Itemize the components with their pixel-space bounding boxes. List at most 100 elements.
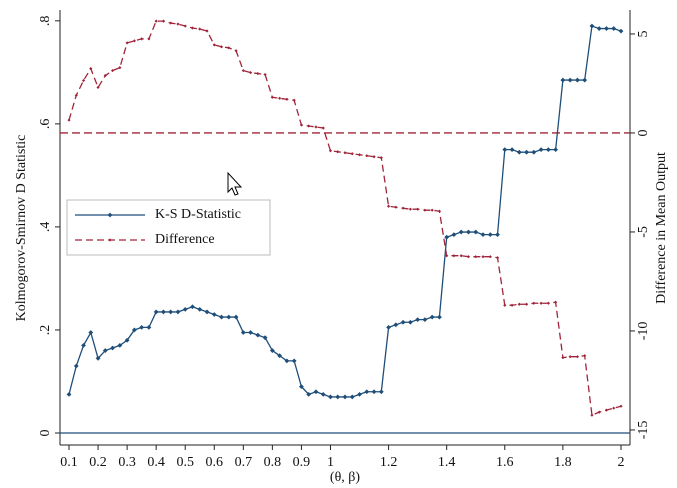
data-point (66, 391, 72, 397)
data-point (401, 206, 405, 210)
legend-box (66, 199, 271, 256)
data-point (343, 151, 347, 155)
x-tick-label: 0.8 (264, 455, 282, 470)
data-point (415, 317, 421, 323)
data-point (313, 389, 319, 395)
data-point (197, 306, 203, 312)
data-point (416, 207, 420, 211)
data-point (554, 300, 558, 304)
data-point (131, 327, 137, 333)
data-point (255, 332, 261, 338)
x-tick-label: 1.4 (438, 455, 456, 470)
data-point (262, 335, 268, 341)
data-point (183, 24, 187, 28)
data-point (307, 124, 311, 128)
data-point (386, 324, 391, 330)
data-point (241, 68, 245, 73)
data-point (444, 234, 450, 240)
data-point (445, 254, 449, 258)
data-point (487, 232, 493, 238)
data-point (503, 303, 507, 307)
data-point (284, 358, 290, 364)
data-point (88, 330, 94, 335)
y2-axis-title: Difference in Mean Output (654, 152, 669, 304)
data-point (176, 22, 180, 26)
data-point (154, 19, 158, 23)
data-point (140, 37, 144, 41)
data-point (190, 304, 195, 310)
data-point (400, 319, 406, 325)
data-point (73, 363, 79, 369)
y-axis-title: Kolmogorov-Smirnov D Statistic (14, 135, 29, 322)
data-point (132, 39, 136, 43)
x-tick-label: 1.6 (496, 455, 514, 470)
data-point (481, 255, 485, 259)
data-point (531, 149, 537, 155)
data-point (379, 156, 383, 160)
data-point (423, 208, 427, 212)
data-point (89, 67, 93, 71)
data-point (517, 302, 521, 306)
data-point (299, 384, 304, 390)
data-point (328, 394, 333, 400)
data-point (219, 314, 224, 320)
data-point (95, 355, 101, 361)
data-point (227, 46, 231, 50)
data-point (74, 93, 78, 97)
data-point (604, 26, 609, 31)
y-tick-label: 0 (38, 429, 53, 436)
data-point (452, 254, 456, 258)
data-point (429, 314, 435, 320)
data-point (256, 71, 260, 76)
data-point (422, 317, 428, 323)
data-point (291, 358, 297, 364)
data-point (407, 319, 413, 325)
data-point (124, 337, 130, 343)
data-point (451, 232, 457, 238)
x-tick-label: 0.6 (206, 455, 224, 470)
y2-tick-label: 0 (636, 129, 651, 136)
data-point (394, 205, 398, 209)
data-point (611, 26, 617, 31)
data-point (81, 343, 86, 348)
data-point (102, 348, 108, 353)
data-point (96, 85, 100, 90)
data-point (575, 355, 580, 359)
data-point (466, 255, 471, 259)
data-point (153, 309, 159, 315)
data-point (335, 394, 341, 400)
data-point (240, 330, 246, 335)
data-point (81, 78, 86, 83)
data-point (270, 95, 274, 99)
data-point (306, 391, 312, 397)
data-point (495, 232, 500, 238)
data-point (357, 391, 362, 397)
x-tick-label: 0.3 (118, 455, 136, 470)
data-point (619, 404, 623, 408)
data-point (349, 394, 355, 400)
data-point (168, 309, 174, 315)
data-point (299, 123, 304, 127)
y2-tick-label: 5 (636, 30, 651, 37)
data-point (597, 410, 601, 414)
data-point (211, 312, 217, 317)
data-point (488, 255, 492, 259)
data-point (233, 314, 239, 320)
data-point (292, 98, 296, 102)
data-point (277, 353, 283, 359)
data-point (146, 324, 152, 330)
data-point (437, 314, 442, 320)
data-point (182, 306, 188, 312)
data-point (139, 324, 145, 330)
data-point (575, 77, 580, 83)
y2-tick-label: -5 (636, 226, 651, 238)
data-point (161, 309, 166, 315)
legend-label: Difference (155, 232, 215, 247)
data-point (618, 28, 624, 34)
data-point (474, 255, 478, 259)
data-point (473, 229, 479, 235)
legend-marker (108, 238, 112, 242)
y2-tick-label: -10 (636, 322, 651, 341)
data-point (386, 204, 391, 208)
